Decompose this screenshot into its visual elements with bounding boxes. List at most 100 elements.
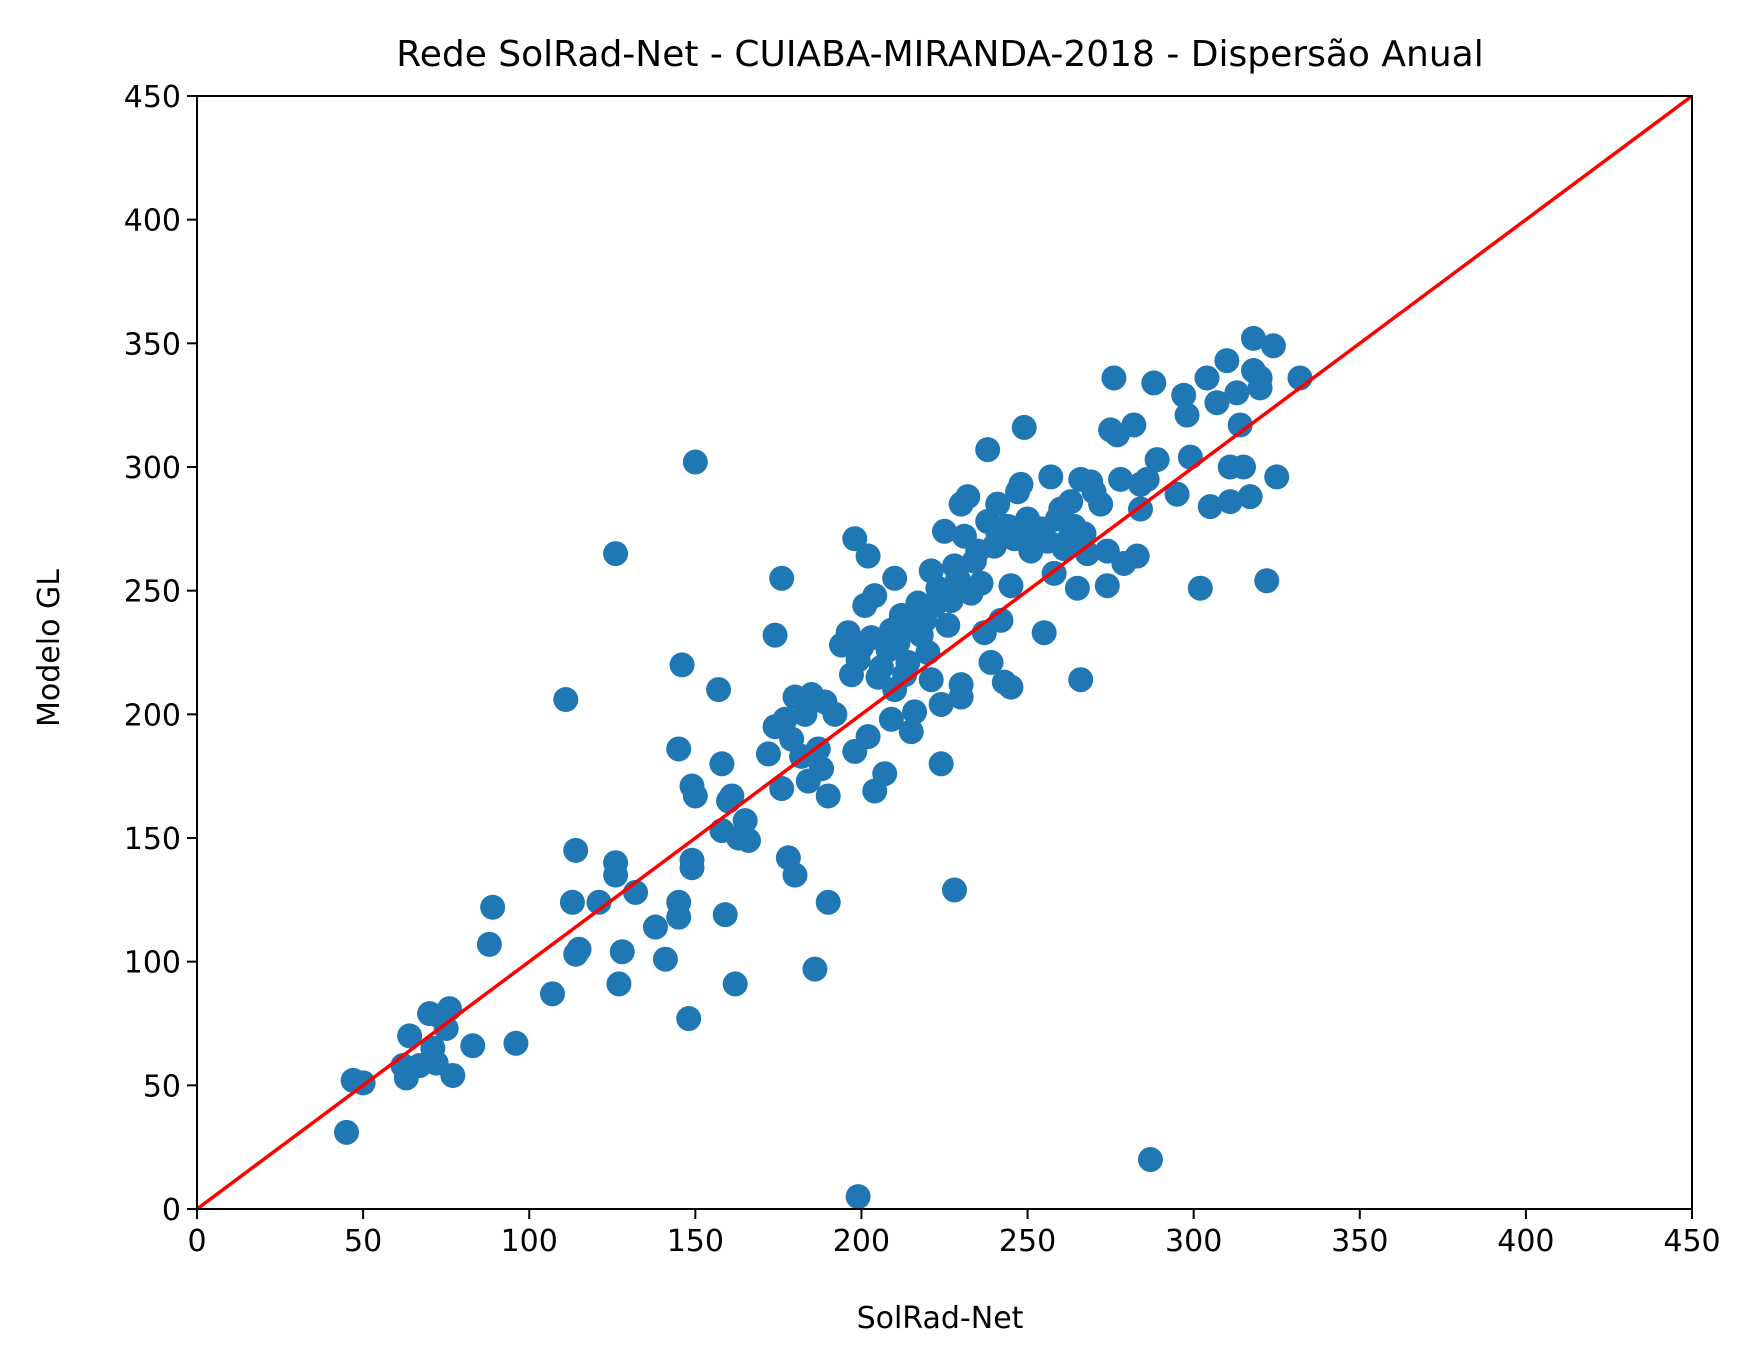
data-point [1121, 412, 1147, 438]
data-point [1224, 380, 1250, 406]
data-point [1064, 575, 1090, 601]
data-point [476, 931, 502, 957]
reference-line [197, 96, 1692, 1209]
data-point [1088, 491, 1114, 517]
data-point [1227, 412, 1253, 438]
data-point [712, 902, 738, 928]
y-tick-label: 400 [124, 204, 181, 239]
data-point [679, 855, 705, 881]
x-tick-label: 100 [501, 1224, 558, 1259]
chart-title: Rede SolRad-Net - CUIABA-MIRANDA-2018 - … [396, 34, 1483, 75]
data-point [603, 862, 629, 888]
data-point [902, 699, 928, 725]
data-point [815, 783, 841, 809]
data-point [915, 640, 941, 665]
x-tick-label: 0 [187, 1224, 206, 1259]
data-point [1264, 464, 1290, 490]
data-point [1254, 568, 1280, 594]
data-point [815, 889, 841, 915]
data-point [755, 741, 781, 767]
data-point [460, 1033, 486, 1059]
data-point [709, 751, 735, 777]
data-point [948, 672, 974, 698]
y-tick-label: 200 [124, 698, 181, 733]
data-point [1011, 414, 1037, 440]
data-point [822, 701, 848, 727]
y-tick-label: 450 [124, 80, 181, 115]
data-point [1101, 365, 1127, 391]
data-point [1124, 543, 1150, 569]
data-point [855, 724, 881, 750]
data-point [978, 649, 1004, 675]
y-tick-label: 0 [162, 1193, 181, 1228]
data-point [855, 543, 881, 569]
x-tick-label: 350 [1331, 1224, 1388, 1259]
y-tick-label: 250 [124, 575, 181, 610]
data-point [666, 736, 692, 762]
y-tick-label: 350 [124, 327, 181, 362]
data-point [722, 971, 748, 997]
data-point [802, 956, 828, 982]
data-point [842, 526, 868, 552]
x-tick-label: 450 [1663, 1224, 1720, 1259]
data-point [985, 491, 1011, 517]
data-point [998, 674, 1024, 700]
data-point [603, 541, 629, 567]
data-point [334, 1119, 359, 1145]
data-point [975, 437, 1001, 463]
data-point [1214, 348, 1240, 374]
data-point [682, 783, 708, 809]
text-layer: Rede SolRad-Net - CUIABA-MIRANDA-2018 - … [32, 34, 1484, 1336]
data-point [1187, 575, 1213, 601]
y-tick-label: 100 [124, 946, 181, 981]
data-point [1164, 481, 1190, 507]
data-point [782, 862, 808, 888]
data-point [1058, 489, 1084, 515]
x-tick-label: 50 [344, 1224, 382, 1259]
data-point [1134, 466, 1160, 492]
data-point [968, 570, 994, 596]
data-point [928, 691, 954, 717]
points-layer [334, 325, 1313, 1209]
data-point [1240, 325, 1266, 351]
data-point [1231, 454, 1256, 480]
data-point [539, 981, 565, 1007]
data-point [1094, 573, 1120, 599]
data-point [669, 652, 695, 678]
data-point [676, 1006, 702, 1032]
data-point [932, 518, 957, 544]
data-point [1108, 466, 1134, 492]
data-point [772, 706, 798, 732]
data-point [882, 565, 908, 591]
data-point [941, 877, 967, 903]
data-point [436, 996, 462, 1022]
x-tick-label: 150 [667, 1224, 724, 1259]
data-point [563, 837, 589, 863]
data-point [928, 751, 954, 777]
data-point [872, 761, 898, 787]
data-point [898, 719, 924, 745]
data-point [1068, 667, 1094, 693]
data-point [1144, 447, 1170, 473]
data-point [769, 776, 795, 802]
data-point [845, 1184, 871, 1209]
data-point [769, 565, 795, 591]
data-point [503, 1030, 529, 1056]
data-point [1074, 541, 1100, 567]
data-point [1141, 370, 1167, 396]
x-axis-label: SolRad-Net [857, 1301, 1024, 1336]
data-point [719, 783, 745, 809]
y-tick-label: 150 [124, 822, 181, 857]
data-point [609, 939, 635, 965]
data-point [1174, 402, 1200, 428]
data-point [1177, 444, 1203, 470]
data-point [559, 889, 585, 915]
y-tick-label: 300 [124, 451, 181, 486]
data-point [1071, 521, 1097, 547]
data-point [566, 936, 592, 962]
axes-layer: 0 50 100 150 200 250 300 350 400 450 0 50 100 150 200 2… [124, 80, 1721, 1259]
data-point [1237, 484, 1263, 510]
data-point [1008, 471, 1034, 497]
data-point [682, 449, 708, 475]
